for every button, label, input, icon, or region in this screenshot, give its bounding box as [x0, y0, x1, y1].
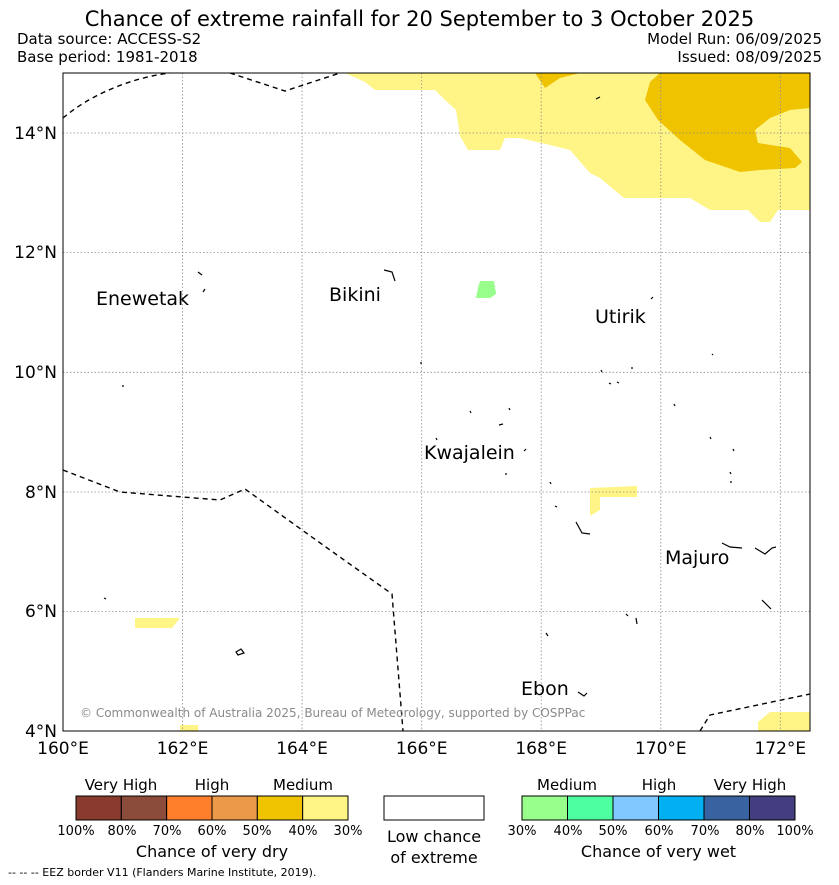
medium-dry-patch-kwajalein — [590, 486, 637, 516]
dry-legend-bar — [75, 795, 349, 821]
dry-legend-swatch — [256, 795, 304, 821]
lat-label: 14°N — [14, 124, 57, 144]
place-utirik: Utirik — [595, 306, 646, 328]
wet-category-very-high: Very High — [713, 776, 787, 794]
wet-legend-swatch — [749, 795, 796, 821]
map-title: Chance of extreme rainfall for 20 Septem… — [84, 7, 755, 31]
lat-label: 8°N — [25, 483, 57, 503]
lon-label: 162°E — [157, 739, 209, 759]
wet-legend-swatch — [612, 795, 659, 821]
dry-legend-swatch — [120, 795, 168, 821]
dry-legend-swatch — [166, 795, 213, 821]
eez-border-note: -- -- -- EEZ border V11 (Flanders Marine… — [8, 866, 317, 879]
wet-tick: 50% — [598, 824, 628, 839]
wet-legend-title: Chance of very wet — [580, 842, 737, 861]
graticule — [63, 73, 810, 731]
wet-tick: 60% — [644, 824, 674, 839]
issued-date: Issued: 08/09/2025 — [677, 48, 822, 66]
dry-category-medium: Medium — [273, 776, 333, 794]
lon-label: 164°E — [276, 739, 328, 759]
wet-legend-swatch — [703, 795, 750, 821]
dry-tick: 60% — [197, 824, 227, 839]
place-names: Enewetak Bikini Utirik Kwajalein Majuro … — [96, 284, 729, 700]
dry-tick: 70% — [152, 824, 182, 839]
medium-dry-patch-southeast — [758, 712, 810, 731]
medium-wet-patch-bikini — [476, 281, 496, 298]
medium-dry-patch-south — [180, 725, 198, 731]
wet-tick: 80% — [735, 824, 765, 839]
dry-tick: 80% — [107, 824, 137, 839]
eez-borders — [63, 73, 810, 731]
low-chance-swatch — [383, 795, 485, 821]
wet-category-high: High — [641, 776, 677, 794]
dry-legend-title: Chance of very dry — [135, 842, 289, 861]
copyright-notice: © Commonwealth of Australia 2025, Bureau… — [80, 706, 585, 720]
place-majuro: Majuro — [665, 547, 729, 569]
lon-label: 172°E — [754, 739, 806, 759]
lat-label: 6°N — [25, 602, 57, 622]
low-chance-label-line1: Low chance — [386, 827, 482, 846]
medium-high-dry-region-northeast — [645, 73, 810, 172]
data-source: Data source: ACCESS-S2 — [17, 30, 202, 48]
place-ebon: Ebon — [521, 678, 569, 700]
wet-legend-bar — [521, 795, 796, 821]
lat-label: 12°N — [14, 243, 57, 263]
wet-tick: 40% — [553, 824, 583, 839]
wet-tick: 100% — [776, 824, 814, 839]
lat-label: 4°N — [25, 722, 57, 742]
wet-tick: 30% — [507, 824, 537, 839]
wet-tick: 70% — [690, 824, 720, 839]
lon-label: 170°E — [635, 739, 687, 759]
medium-high-dry-region-north — [535, 73, 580, 88]
low-chance-label-line2: of extreme — [390, 848, 478, 867]
latitude-labels: 4°N 6°N 8°N 10°N 12°N 14°N — [14, 124, 57, 742]
dry-legend-swatch — [211, 795, 258, 821]
islands — [103, 96, 777, 697]
dry-tick: 100% — [57, 824, 95, 839]
wet-legend-swatch — [521, 795, 568, 821]
dry-category-high: High — [194, 776, 230, 794]
longitude-labels: 160°E 162°E 164°E 166°E 168°E 170°E 172°… — [37, 739, 806, 759]
model-run: Model Run: 06/09/2025 — [647, 30, 822, 48]
place-kwajalein: Kwajalein — [424, 442, 515, 464]
medium-dry-patch-west — [135, 618, 180, 628]
place-bikini: Bikini — [329, 284, 381, 306]
lat-label: 10°N — [14, 363, 57, 383]
map-frame — [62, 72, 811, 732]
lon-label: 160°E — [37, 739, 89, 759]
dry-legend-swatch — [75, 795, 122, 821]
lon-label: 168°E — [515, 739, 567, 759]
dry-legend-swatch — [302, 795, 349, 821]
dry-tick: 30% — [333, 824, 363, 839]
wet-category-medium: Medium — [537, 776, 597, 794]
wet-legend-swatch — [658, 795, 705, 821]
dry-tick: 50% — [242, 824, 272, 839]
dry-category-very-high: Very High — [84, 776, 158, 794]
dry-tick: 40% — [288, 824, 318, 839]
base-period: Base period: 1981-2018 — [17, 48, 198, 66]
lon-label: 166°E — [396, 739, 448, 759]
wet-legend-swatch — [567, 795, 614, 821]
place-enewetak: Enewetak — [96, 288, 189, 310]
